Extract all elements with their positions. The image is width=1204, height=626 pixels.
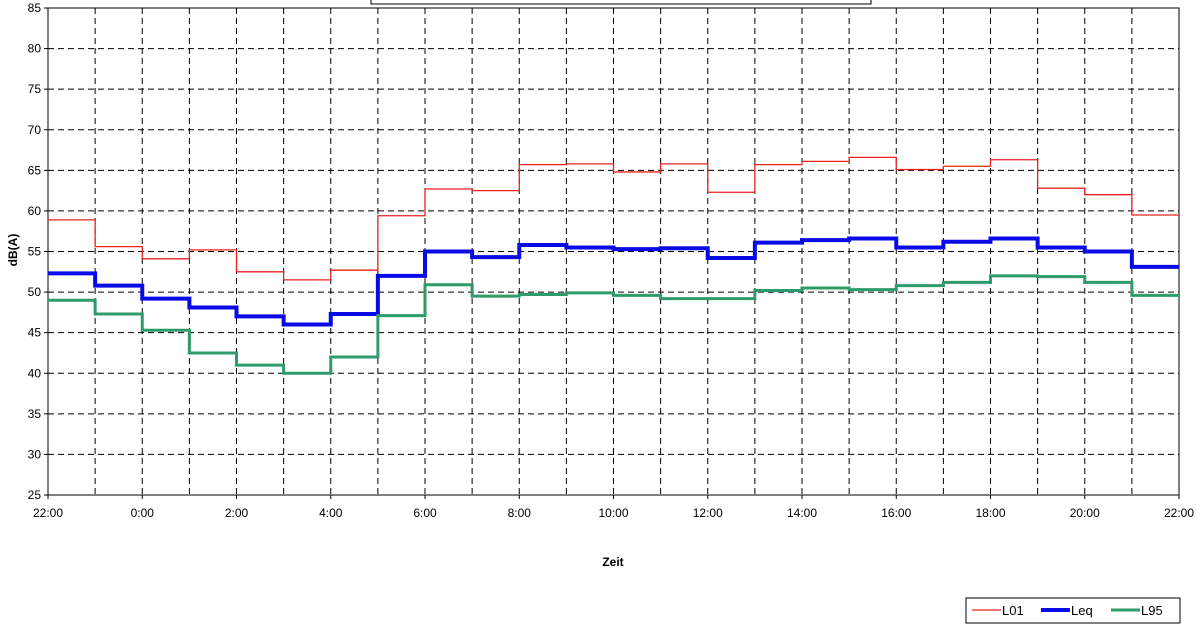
legend: L01 Leq L95: [965, 597, 1181, 624]
y-tick-label: 75: [28, 82, 42, 96]
x-tick-label: 10:00: [598, 506, 628, 520]
grid-lines: [48, 8, 1179, 495]
x-tick-label: 20:00: [1070, 506, 1100, 520]
y-tick-label: 35: [28, 407, 42, 421]
y-tick-label: 45: [28, 326, 42, 340]
x-tick-label: 0:00: [131, 506, 155, 520]
series-line-l95: [48, 274, 1179, 375]
series-line-leq: [48, 236, 1179, 327]
x-tick-label: 22:00: [1164, 506, 1194, 520]
y-tick-label: 50: [28, 285, 42, 299]
legend-label-l95: L95: [1141, 603, 1163, 618]
y-axis-title: dB(A): [6, 234, 20, 267]
x-tick-label: 18:00: [975, 506, 1005, 520]
y-tick-label: 55: [28, 245, 42, 259]
x-tick-label: 4:00: [319, 506, 343, 520]
legend-label-l01: L01: [1002, 603, 1024, 618]
x-axis-title: Zeit: [602, 555, 623, 569]
y-tick-label: 65: [28, 163, 42, 177]
y-tick-label: 70: [28, 123, 42, 137]
y-tick-label: 40: [28, 366, 42, 380]
y-tick-label: 30: [28, 447, 42, 461]
y-tick-label: 85: [28, 1, 42, 15]
y-tick-label: 25: [28, 488, 42, 502]
series-lines: [48, 156, 1179, 375]
series-line-l01: [48, 156, 1179, 281]
legend-label-leq: Leq: [1071, 603, 1093, 618]
x-tick-label: 22:00: [33, 506, 63, 520]
y-tick-label: 60: [28, 204, 42, 218]
x-axis-tick-labels: 22:00 0:00 2:00 4:00 6:00 8:00 10:00 12:00 14:00…: [33, 495, 1194, 520]
x-tick-label: 12:00: [693, 506, 723, 520]
x-tick-label: 6:00: [413, 506, 437, 520]
y-tick-label: 80: [28, 42, 42, 56]
x-tick-label: 14:00: [787, 506, 817, 520]
x-tick-label: 16:00: [881, 506, 911, 520]
title-box-stub: [370, 0, 872, 5]
x-tick-label: 8:00: [508, 506, 532, 520]
y-axis-tick-labels: 25 30 35 40 45 50 55 60 65 70 75 80 85: [28, 1, 48, 502]
legend-box: [965, 597, 1181, 624]
x-tick-label: 2:00: [225, 506, 249, 520]
